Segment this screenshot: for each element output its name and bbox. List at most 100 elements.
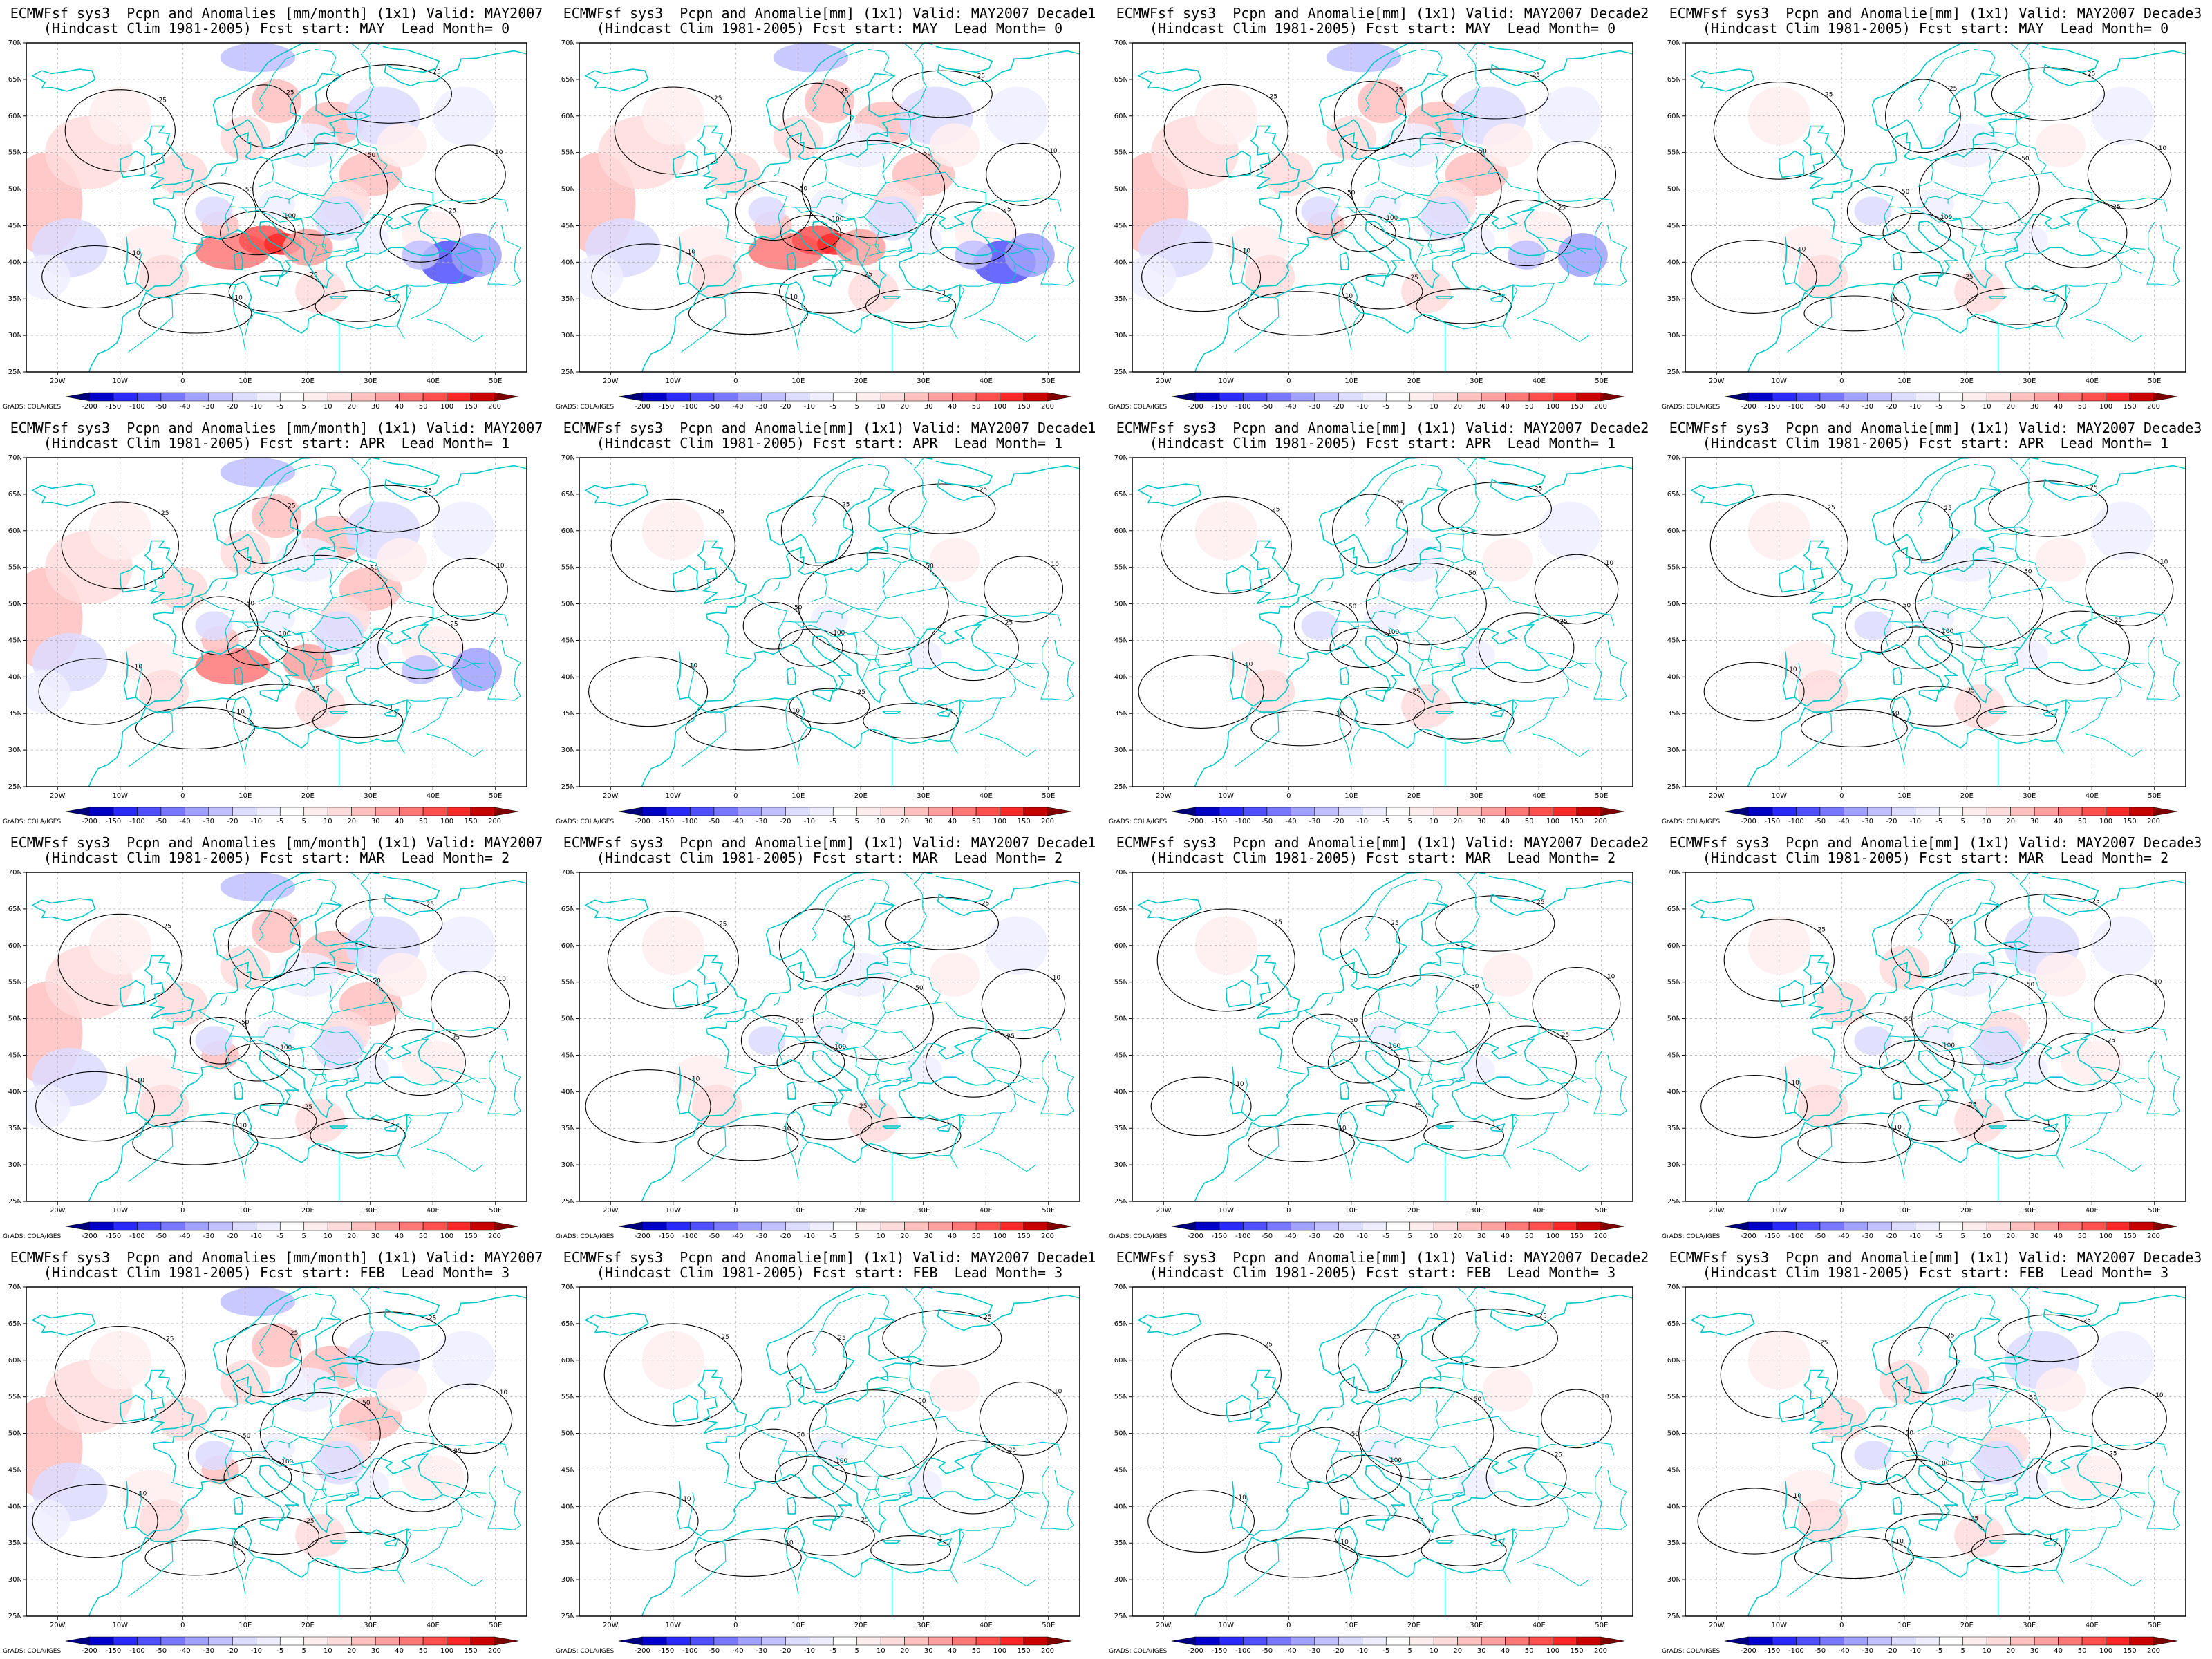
anomaly-area	[1973, 1026, 2023, 1070]
lat-tick-label: 35N	[561, 295, 575, 303]
country-border	[774, 995, 781, 1006]
precip-contour	[1918, 147, 2040, 231]
colorbar-label: -200	[82, 1232, 97, 1240]
country-border	[355, 1380, 388, 1418]
colorbar-segment	[1528, 1221, 1553, 1231]
colorbar-label: -100	[1235, 1232, 1251, 1240]
colorbar-label: -200	[1188, 1647, 1203, 1655]
colorbar-segment	[1023, 392, 1048, 402]
contour-label: 50	[241, 1020, 250, 1027]
colorbar-label: -50	[156, 818, 167, 825]
colorbar-label: 40	[948, 1232, 957, 1240]
lat-tick-label: 45N	[8, 1051, 22, 1059]
colorbar-segment	[1291, 392, 1315, 402]
lon-tick-label: 10E	[791, 1622, 805, 1629]
country-border	[454, 668, 483, 688]
colorbar-segment	[1362, 1636, 1387, 1646]
precip-contour	[891, 70, 993, 118]
colorbar-segment	[1724, 392, 1749, 402]
country-border	[427, 319, 483, 343]
colorbar-segment	[351, 1221, 376, 1231]
lon-tick-label: 0	[1286, 377, 1291, 385]
precip-contour	[1797, 1123, 1911, 1163]
lat-tick-label: 45N	[1114, 1051, 1128, 1059]
coastline	[585, 898, 649, 921]
country-border	[1941, 1436, 1983, 1464]
colorbar-segment	[1409, 1636, 1434, 1646]
contour-label: 25	[1391, 920, 1398, 927]
country-border	[812, 1294, 864, 1356]
country-border	[1460, 43, 1480, 120]
colorbar-label: -40	[1838, 1647, 1849, 1655]
lat-tick-label: 60N	[561, 527, 575, 535]
country-border	[1880, 1410, 1887, 1421]
lon-tick-label: 10W	[1218, 1207, 1234, 1215]
country-border	[259, 879, 311, 941]
lon-tick-label: 10W	[112, 792, 128, 800]
colorbar-segment	[2081, 392, 2106, 402]
country-border	[242, 196, 290, 208]
lon-tick-label: 30E	[2023, 1207, 2036, 1215]
country-border	[1794, 1492, 1801, 1528]
country-border	[1416, 631, 1468, 650]
grads-credit: GrADS: COLA/IGES	[3, 1233, 62, 1240]
colorbar-segment	[1385, 392, 1411, 402]
precip-contour	[225, 1043, 290, 1082]
precip-contour	[1891, 914, 1956, 977]
country-border	[1888, 621, 1929, 630]
coastline	[1365, 689, 1387, 702]
colorbar-segment	[1819, 1636, 1844, 1646]
colorbar-segment	[185, 1221, 209, 1231]
lon-tick-label: 40E	[1533, 1622, 1546, 1629]
colorbar-segment	[256, 392, 281, 402]
country-border	[2090, 1066, 2139, 1084]
colorbar-segment	[2153, 807, 2178, 816]
precip-contour	[187, 1430, 253, 1481]
colorbar-segment	[952, 392, 977, 402]
precip-contour	[1150, 1076, 1252, 1136]
forecast-map-panel: 25 25 50 50 100 25 10 10 25 25 10 1 20W 10W 0 10E 20E 30E…	[0, 830, 553, 1244]
colorbar-segment	[880, 1636, 905, 1646]
colorbar-label: 200	[488, 1232, 501, 1240]
precip-contour	[1476, 1025, 1577, 1100]
lon-tick-label: 20E	[301, 792, 315, 800]
country-border	[1593, 636, 1627, 701]
lat-tick-label: 35N	[561, 1125, 575, 1132]
coastline	[32, 483, 96, 507]
colorbar-segment	[422, 807, 447, 816]
lon-tick-label: 10E	[238, 792, 252, 800]
coastline	[1138, 483, 1202, 507]
contour-label: 1	[1499, 703, 1503, 710]
contour-label: 100	[1938, 1460, 1949, 1467]
anomaly-area	[929, 1367, 980, 1412]
contour-label: 100	[834, 1044, 846, 1051]
anomaly-area	[433, 916, 496, 975]
precip-contour	[1846, 185, 1912, 236]
colorbar-segment	[1481, 392, 1506, 402]
country-border	[1364, 160, 1380, 187]
lat-tick-label: 35N	[561, 1539, 575, 1547]
precip-contour	[2029, 610, 2130, 685]
forecast-map-panel: 25 25 50 50 100 25 10 10 25 25 10 1 20W 10W 0 10E 20E 30E…	[553, 0, 1106, 415]
coastline	[88, 209, 444, 372]
country-border	[1234, 711, 1280, 767]
country-border	[1973, 659, 1987, 672]
contour-label: 25	[1969, 1102, 1976, 1109]
colorbar-segment	[1385, 807, 1411, 816]
colorbar-segment	[1171, 807, 1196, 816]
country-border	[1880, 581, 1887, 591]
coastline	[812, 1104, 834, 1116]
colorbar-label: 5	[855, 818, 859, 825]
country-border	[1351, 312, 1361, 336]
lon-tick-label: 10W	[1771, 377, 1787, 385]
coastline	[2041, 875, 2186, 917]
contour-label: 50	[1903, 603, 1911, 610]
precip-contour	[928, 614, 1019, 682]
anomaly-area	[1797, 1499, 1848, 1544]
anomaly-area	[314, 1026, 364, 1070]
contour-label: 10	[1049, 148, 1058, 155]
lat-tick-label: 65N	[8, 491, 22, 498]
country-border	[1388, 1436, 1430, 1464]
coastline	[233, 1496, 243, 1515]
